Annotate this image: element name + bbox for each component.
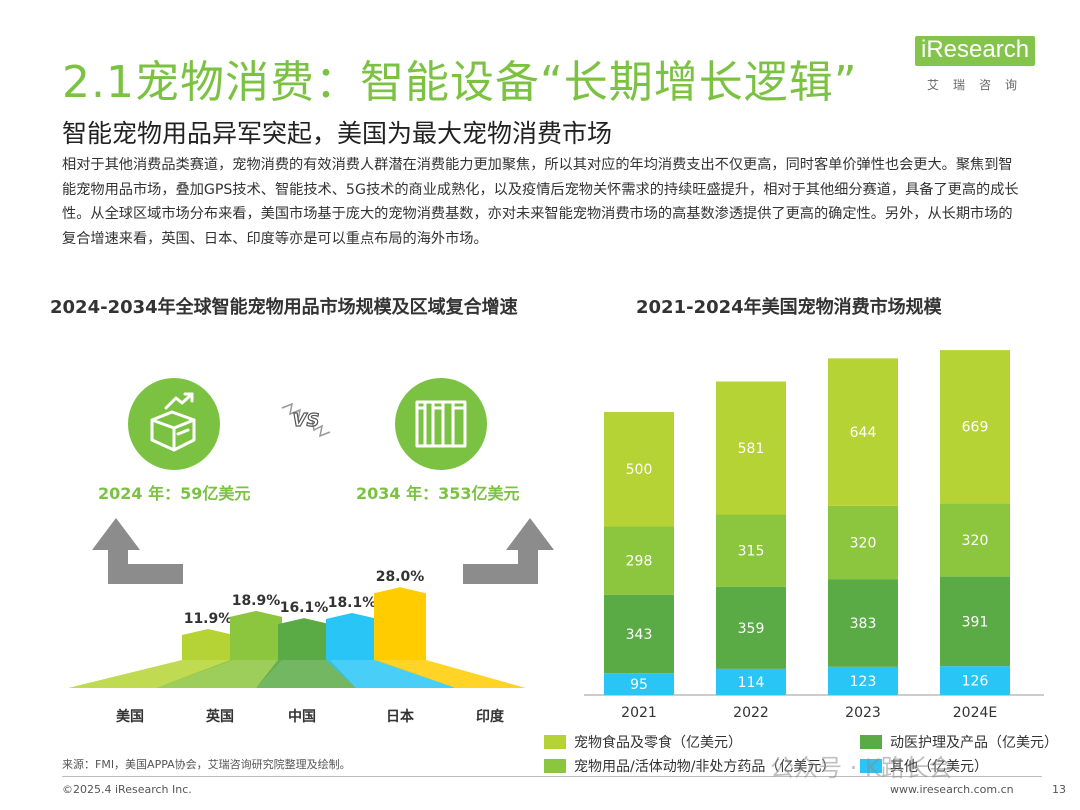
region-label-1: 英国 (206, 709, 234, 725)
stack-value-label-0-1: 343 (626, 627, 653, 643)
floor-wedge-4 (374, 660, 526, 688)
stack-segment-0-3 (604, 411, 674, 527)
year-2024-label: 2024 年：59亿美元 (98, 484, 251, 503)
x-tick-label-3: 2024E (953, 705, 997, 721)
legend-item-3: 宠物食品及零食（亿美元） (544, 732, 742, 752)
legend-swatch-0 (860, 759, 882, 773)
region-label-4: 印度 (476, 709, 504, 725)
footer-copyright: ©2025.4 iResearch Inc. (62, 783, 192, 796)
legend-item-0: 其他（亿美元） (860, 756, 988, 776)
regional-cagr-chart: 11.9% 18.9% 16.1% 18.1% 28.0% (68, 569, 526, 688)
legend-label-3: 宠物食品及零食（亿美元） (574, 735, 742, 751)
stack-segment-2-0 (828, 666, 898, 695)
stack-value-label-1-2: 315 (738, 544, 765, 560)
source-note: 来源：FMI，美国APPA协会，艾瑞咨询研究院整理及绘制。 (62, 758, 351, 771)
legend-item-1: 动医护理及产品（亿美元） (860, 732, 1058, 752)
cagr-bar-2 (278, 618, 330, 660)
cagr-bar-3 (326, 612, 378, 660)
cagr-bar-1 (230, 610, 282, 660)
stack-value-label-0-0: 95 (630, 677, 648, 693)
page-title: 2.1宠物消费：智能设备“长期增长逻辑” (62, 57, 858, 108)
cagr-value-label-4: 28.0% (376, 569, 425, 585)
region-label-0: 美国 (116, 709, 144, 725)
stack-value-label-1-1: 359 (738, 621, 765, 637)
stack-segment-0-0 (604, 673, 674, 695)
left-chart-title: 2024-2034年全球智能宠物用品市场规模及区域复合增速 (50, 297, 518, 318)
stack-segment-1-3 (716, 381, 786, 515)
legend-swatch-1 (860, 735, 882, 749)
stack-segment-1-1 (716, 586, 786, 669)
stack-value-label-2-0: 123 (850, 674, 877, 690)
stack-segment-3-0 (940, 666, 1010, 695)
stack-value-label-3-2: 320 (962, 533, 989, 549)
us-market-stacked-chart: 95 343 298 500 2021 114 359 315 581 2022 123 383 320… (584, 350, 1044, 721)
floor-wedge-2 (256, 660, 356, 688)
stack-value-label-3-3: 669 (962, 420, 989, 436)
legend-swatch-3 (544, 735, 566, 749)
page-number: 13 (1052, 783, 1066, 796)
legend-item-2: 宠物用品/活体动物/非处方药品（亿美元） (544, 756, 835, 776)
stack-segment-1-0 (716, 668, 786, 695)
legend-label-2: 宠物用品/活体动物/非处方药品（亿美元） (574, 759, 836, 775)
right-curved-arrow (458, 512, 558, 596)
stack-value-label-0-3: 500 (626, 462, 653, 478)
cagr-bar-0 (182, 629, 234, 660)
stack-value-label-2-2: 320 (850, 535, 877, 551)
logo-text-cn: 艾瑞咨询 (927, 78, 1032, 92)
stack-segment-2-3 (828, 358, 898, 506)
x-tick-label-0: 2021 (621, 705, 657, 721)
floor-wedge-1 (156, 660, 282, 688)
cagr-value-label-0: 11.9% (184, 611, 233, 627)
stack-segment-2-2 (828, 505, 898, 580)
floor-wedge-3 (326, 660, 456, 688)
stack-value-label-2-3: 644 (850, 425, 877, 441)
logo-text-en: iResearch (915, 36, 1036, 66)
vs-text: VS (293, 410, 320, 431)
stack-segment-0-2 (604, 526, 674, 595)
region-label-2: 中国 (288, 709, 316, 725)
curved-arrow-up-right-icon (463, 518, 554, 584)
legend-label-1: 动医护理及产品（亿美元） (890, 735, 1058, 751)
stack-segment-3-3 (940, 350, 1010, 504)
panels-icon (415, 400, 467, 448)
stack-value-label-1-0: 114 (738, 675, 765, 691)
floor-wedge-0 (68, 660, 234, 688)
iresearch-logo: iResearch 艾瑞咨询 (915, 30, 1065, 100)
stack-value-label-2-1: 383 (850, 616, 877, 632)
stack-segment-3-1 (940, 576, 1010, 667)
stack-segment-0-1 (604, 594, 674, 674)
cagr-value-label-2: 16.1% (280, 600, 329, 616)
cagr-bar-4 (374, 587, 426, 660)
watermark-text: 公众号 · K路长会 (770, 754, 953, 782)
box-growth-circle (128, 378, 220, 470)
stack-segment-2-1 (828, 579, 898, 667)
vs-icon: VS (281, 402, 331, 438)
region-label-3: 日本 (386, 709, 414, 725)
cagr-value-label-1: 18.9% (232, 593, 281, 609)
x-tick-label-1: 2022 (733, 705, 769, 721)
stack-value-label-3-1: 391 (962, 614, 989, 630)
page-subtitle: 智能宠物用品异军突起，美国为最大宠物消费市场 (62, 119, 613, 148)
stack-value-label-3-0: 126 (962, 674, 989, 690)
left-curved-arrow (88, 512, 188, 596)
footer-website[interactable]: www.iresearch.com.cn (890, 783, 1014, 796)
panels-circle (395, 378, 487, 470)
stack-segment-1-2 (716, 514, 786, 587)
legend-swatch-2 (544, 759, 566, 773)
vs-badge: VS (278, 400, 334, 444)
legend-label-0: 其他（亿美元） (890, 759, 988, 775)
stack-segment-3-2 (940, 503, 1010, 577)
year-2034-label: 2034 年：353亿美元 (356, 484, 520, 503)
body-paragraph: 相对于其他消费品类赛道，宠物消费的有效消费人群潜在消费能力更加聚焦，所以其对应的… (62, 157, 1019, 247)
right-chart-title: 2021-2024年美国宠物消费市场规模 (636, 297, 942, 318)
box-growth-icon (150, 392, 196, 452)
footer-divider (62, 776, 1042, 777)
x-tick-label-2: 2023 (845, 705, 881, 721)
curved-arrow-up-left-icon (92, 518, 183, 584)
stack-value-label-0-2: 298 (626, 554, 653, 570)
stack-value-label-1-3: 581 (738, 441, 765, 457)
cagr-value-label-3: 18.1% (328, 595, 377, 611)
